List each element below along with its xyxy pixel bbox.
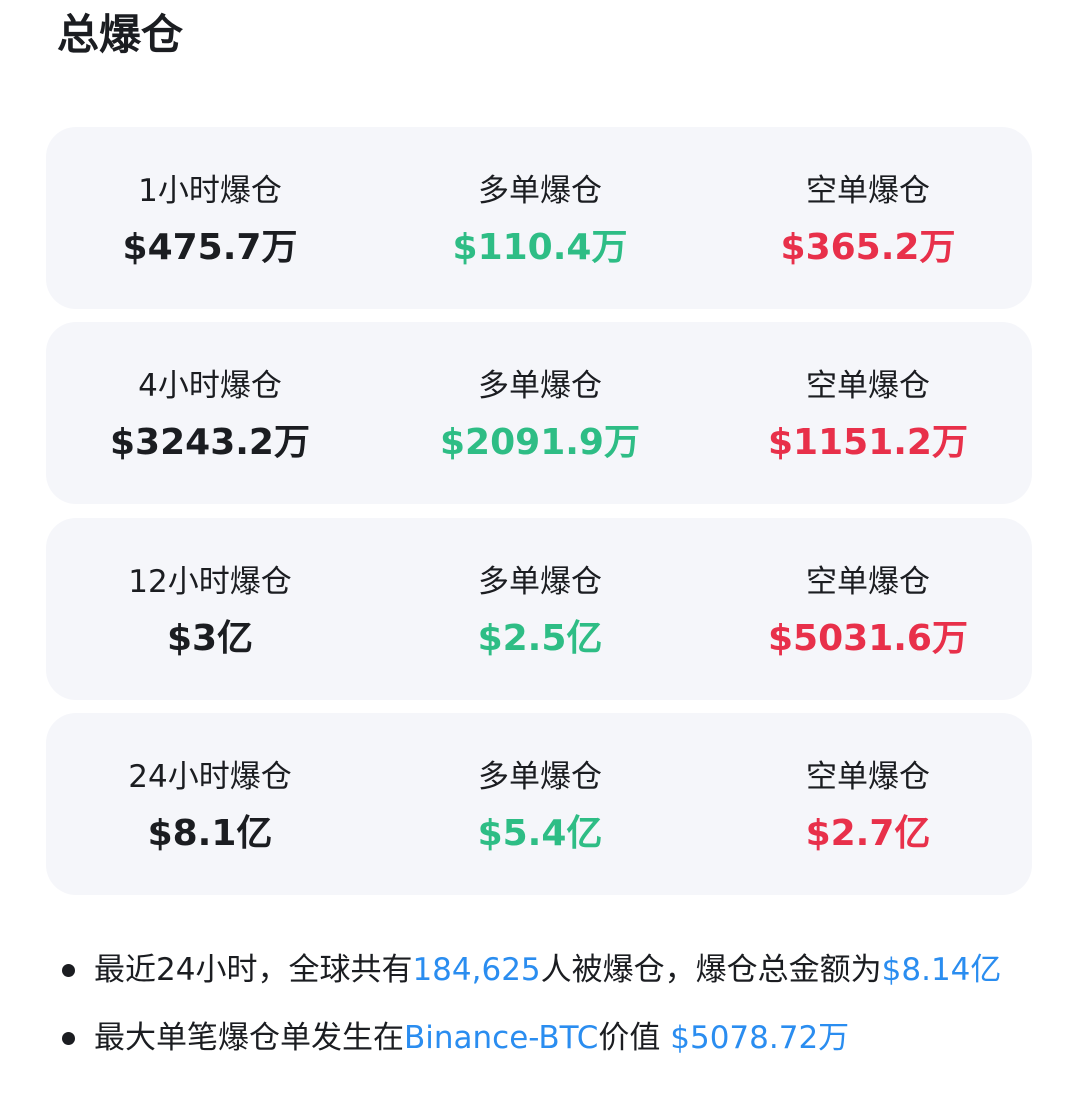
cell-value: $1151.2万 (768, 422, 968, 463)
cell-label: 1小时爆仓 (138, 173, 282, 209)
long-cell: 多单爆仓 $2091.9万 (375, 322, 705, 504)
short-cell: 空单爆仓 $5031.6万 (703, 518, 1033, 700)
note-text: 最大单笔爆仓单发生在 (94, 1020, 404, 1056)
liquidation-card: 24小时爆仓 $8.1亿 多单爆仓 $5.4亿 空单爆仓 $2.7亿 (46, 713, 1032, 895)
note-total-liquidations: 最近24小时，全球共有184,625人被爆仓，爆仓总金额为$8.14亿 (58, 945, 1080, 1013)
cell-label: 4小时爆仓 (138, 368, 282, 404)
cell-label: 多单爆仓 (478, 173, 602, 209)
bullet-icon (62, 1032, 75, 1045)
long-cell: 多单爆仓 $5.4亿 (375, 713, 705, 895)
short-cell: 空单爆仓 $365.2万 (703, 127, 1033, 309)
cell-label: 24小时爆仓 (128, 759, 292, 795)
cell-value: $475.7万 (122, 227, 298, 268)
short-cell: 空单爆仓 $1151.2万 (703, 322, 1033, 504)
cell-label: 多单爆仓 (478, 368, 602, 404)
cell-value: $365.2万 (780, 227, 956, 268)
cell-value: $3243.2万 (110, 422, 310, 463)
liquidation-card: 4小时爆仓 $3243.2万 多单爆仓 $2091.9万 空单爆仓 $1151.2万 (46, 322, 1032, 504)
cell-label: 空单爆仓 (806, 368, 930, 404)
note-text: 价值 (598, 1020, 671, 1056)
cell-label: 空单爆仓 (806, 759, 930, 795)
liquidation-card: 12小时爆仓 $3亿 多单爆仓 $2.5亿 空单爆仓 $5031.6万 (46, 518, 1032, 700)
long-cell: 多单爆仓 $2.5亿 (375, 518, 705, 700)
liquidated-count: 184,625 (412, 952, 541, 988)
cell-label: 空单爆仓 (806, 173, 930, 209)
long-cell: 多单爆仓 $110.4万 (375, 127, 705, 309)
note-largest-liquidation: 最大单笔爆仓单发生在Binance-BTC价值 $5078.72万 (58, 1013, 1080, 1081)
liquidation-card: 1小时爆仓 $475.7万 多单爆仓 $110.4万 空单爆仓 $365.2万 (46, 127, 1032, 309)
cell-value: $3亿 (166, 618, 254, 659)
cell-value: $5031.6万 (768, 618, 968, 659)
total-amount: $8.14亿 (881, 952, 1002, 988)
cell-label: 12小时爆仓 (128, 564, 292, 600)
note-text: 最近24小时，全球共有 (94, 952, 413, 988)
cell-value: $110.4万 (452, 227, 628, 268)
total-cell: 4小时爆仓 $3243.2万 (45, 322, 375, 504)
total-cell: 12小时爆仓 $3亿 (45, 518, 375, 700)
total-cell: 24小时爆仓 $8.1亿 (45, 713, 375, 895)
cell-label: 多单爆仓 (478, 759, 602, 795)
page-title: 总爆仓 (57, 10, 184, 59)
cell-label: 多单爆仓 (478, 564, 602, 600)
exchange-link[interactable]: Binance-BTC (404, 1020, 599, 1056)
short-cell: 空单爆仓 $2.7亿 (703, 713, 1033, 895)
cell-value: $2091.9万 (440, 422, 640, 463)
note-text: 人被爆仓，爆仓总金额为 (540, 952, 882, 988)
summary-notes: 最近24小时，全球共有184,625人被爆仓，爆仓总金额为$8.14亿 最大单笔… (58, 945, 1080, 1081)
cell-label: 空单爆仓 (806, 564, 930, 600)
total-cell: 1小时爆仓 $475.7万 (45, 127, 375, 309)
cell-value: $2.7亿 (805, 813, 931, 854)
largest-amount: $5078.72万 (670, 1020, 850, 1056)
cell-value: $5.4亿 (477, 813, 603, 854)
bullet-icon (62, 964, 75, 977)
cell-value: $2.5亿 (477, 618, 603, 659)
cell-value: $8.1亿 (147, 813, 273, 854)
